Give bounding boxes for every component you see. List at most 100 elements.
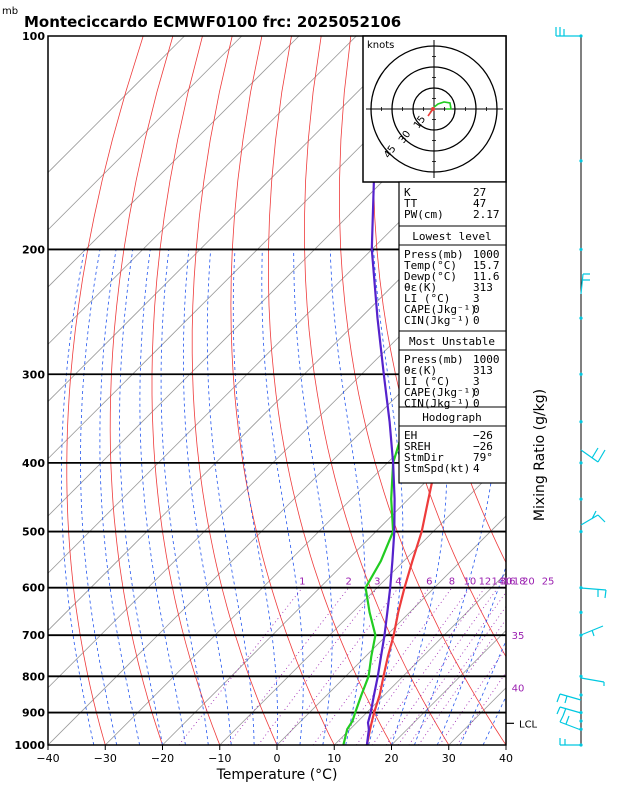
wind-barb [556,693,582,704]
dry-adiabat [66,36,144,745]
lcl-label: LCL [519,719,538,730]
most_unstable-key: Press(mb) [404,353,464,366]
lowest_level-value: 0 [473,303,480,316]
hodograph_panel-value: 79° [473,451,493,464]
temperature-tick-label: −10 [208,752,231,765]
dry-adiabat [191,36,278,745]
hodograph_panel-value: −26 [473,429,493,442]
moist-adiabat [99,249,140,745]
hodograph-ring [370,45,498,173]
wind-barb [559,715,582,731]
mixing-ratio-label: 16 [503,577,516,588]
hodograph_panel-key: StmDir [404,451,444,464]
lowest_level-key: Press(mb) [404,248,464,261]
barb-station [579,372,583,376]
mixing-ratio-label: 10 [464,577,477,588]
mixing-ratio-line [456,671,506,745]
hodograph_panel-key: SREH [404,440,431,453]
isotherm [48,36,185,174]
x-axis-label: Temperature (°C) [216,767,338,783]
pressure-tick-label: 200 [22,243,45,256]
lowest_level-value: 313 [473,281,493,294]
dry-adiabat [109,36,174,745]
index-value: 2.17 [473,208,500,221]
isotherm [48,36,414,403]
barb-station [579,420,583,424]
barb-station [579,674,583,678]
barb-station [579,316,583,320]
mixing-ratio-line [385,587,499,745]
pressure-tick-label: 500 [22,526,45,539]
mixing-ratio-label: 40 [512,684,525,695]
lowest_level-value: 0 [473,314,480,327]
wind-barb [580,510,606,526]
background-grid [48,36,618,745]
moist-adiabat [160,249,209,745]
temperature-axis: −40 −30 −20 −10 0 10 20 30 40 [36,745,513,765]
pressure-tick-label: 100 [22,30,45,43]
most_unstable-value: 3 [473,375,480,388]
mixing-ratio-line [418,618,506,745]
dry-adiabat [588,36,618,745]
temperature-tick-label: 30 [442,752,456,765]
mixing-ratio-label: 1 [299,577,305,588]
mixing-ratio-label: 2 [345,577,351,588]
lowest_level-key: θε(K) [404,281,437,294]
pressure-tick-label: 900 [22,707,45,720]
moist-adiabat [80,249,118,745]
mixing-ratio-label: 30 [500,577,513,588]
dry-adiabat [339,36,506,745]
pressure-tick-label: 300 [22,368,45,381]
mixing-ratio-label: 4 [395,577,401,588]
wind-barb [555,27,581,37]
hodograph_panel-key: EH [404,429,417,442]
wind-barb [580,447,606,463]
temperature-tick-label: −40 [36,752,59,765]
most_unstable-value: 0 [473,397,480,410]
pressure-tick-label: 800 [22,670,45,683]
barb-station [579,610,583,614]
profile-parcel [365,36,398,745]
most_unstable-value: 1000 [473,353,500,366]
index-key: TT [404,197,418,210]
index-value: 27 [473,186,486,199]
isotherm [563,36,618,745]
mixing-ratio-label: 6 [426,577,432,588]
hodograph_panel-header: Hodograph [422,411,482,424]
dry-adiabat [304,36,450,745]
temperature-tick-label: 0 [274,752,281,765]
index-key: PW(cm) [404,208,444,221]
hodograph_panel-key: StmSpd(kt) [404,462,470,475]
isotherm [219,458,506,745]
lowest_level-value: 11.6 [473,270,500,283]
temperature-tick-label: 40 [499,752,513,765]
pressure-tick-label: 600 [22,582,45,595]
moist-adiabat [459,639,506,745]
barb-station [579,159,583,163]
wind-barb [580,625,604,637]
barb-station [579,529,583,534]
mixing-ratio-label: 35 [512,631,525,642]
most_unstable-key: LI (°C) [404,375,450,388]
isotherm [48,36,357,345]
mixing-ratio-line [257,587,378,745]
parameter-panel: K 27 TT 47 PW(cm) 2.17 Lowest level Press(mb) 10… [398,181,507,484]
pressure-tick-label: 400 [22,457,45,470]
wind-barb [580,587,607,599]
lowest_level-header: Lowest level [412,230,491,243]
most_unstable-key: θε(K) [404,364,437,377]
hodograph-ring [391,66,477,152]
isotherm [162,400,506,745]
isotherm [48,36,472,460]
moist-adiabat [183,249,232,745]
lowest_level-key: CAPE(Jkg⁻¹) [404,303,477,316]
mixing-ratio-axis-label: Mixing Ratio (g/kg) [532,389,548,521]
most_unstable-key: CAPE(Jkg⁻¹) [404,386,477,399]
mixing-ratio-line [397,591,506,745]
isotherm [48,171,506,632]
barb-station [579,693,583,697]
dry-adiabat [230,36,335,745]
lowest_level-key: CIN(Jkg⁻¹) [404,314,470,327]
